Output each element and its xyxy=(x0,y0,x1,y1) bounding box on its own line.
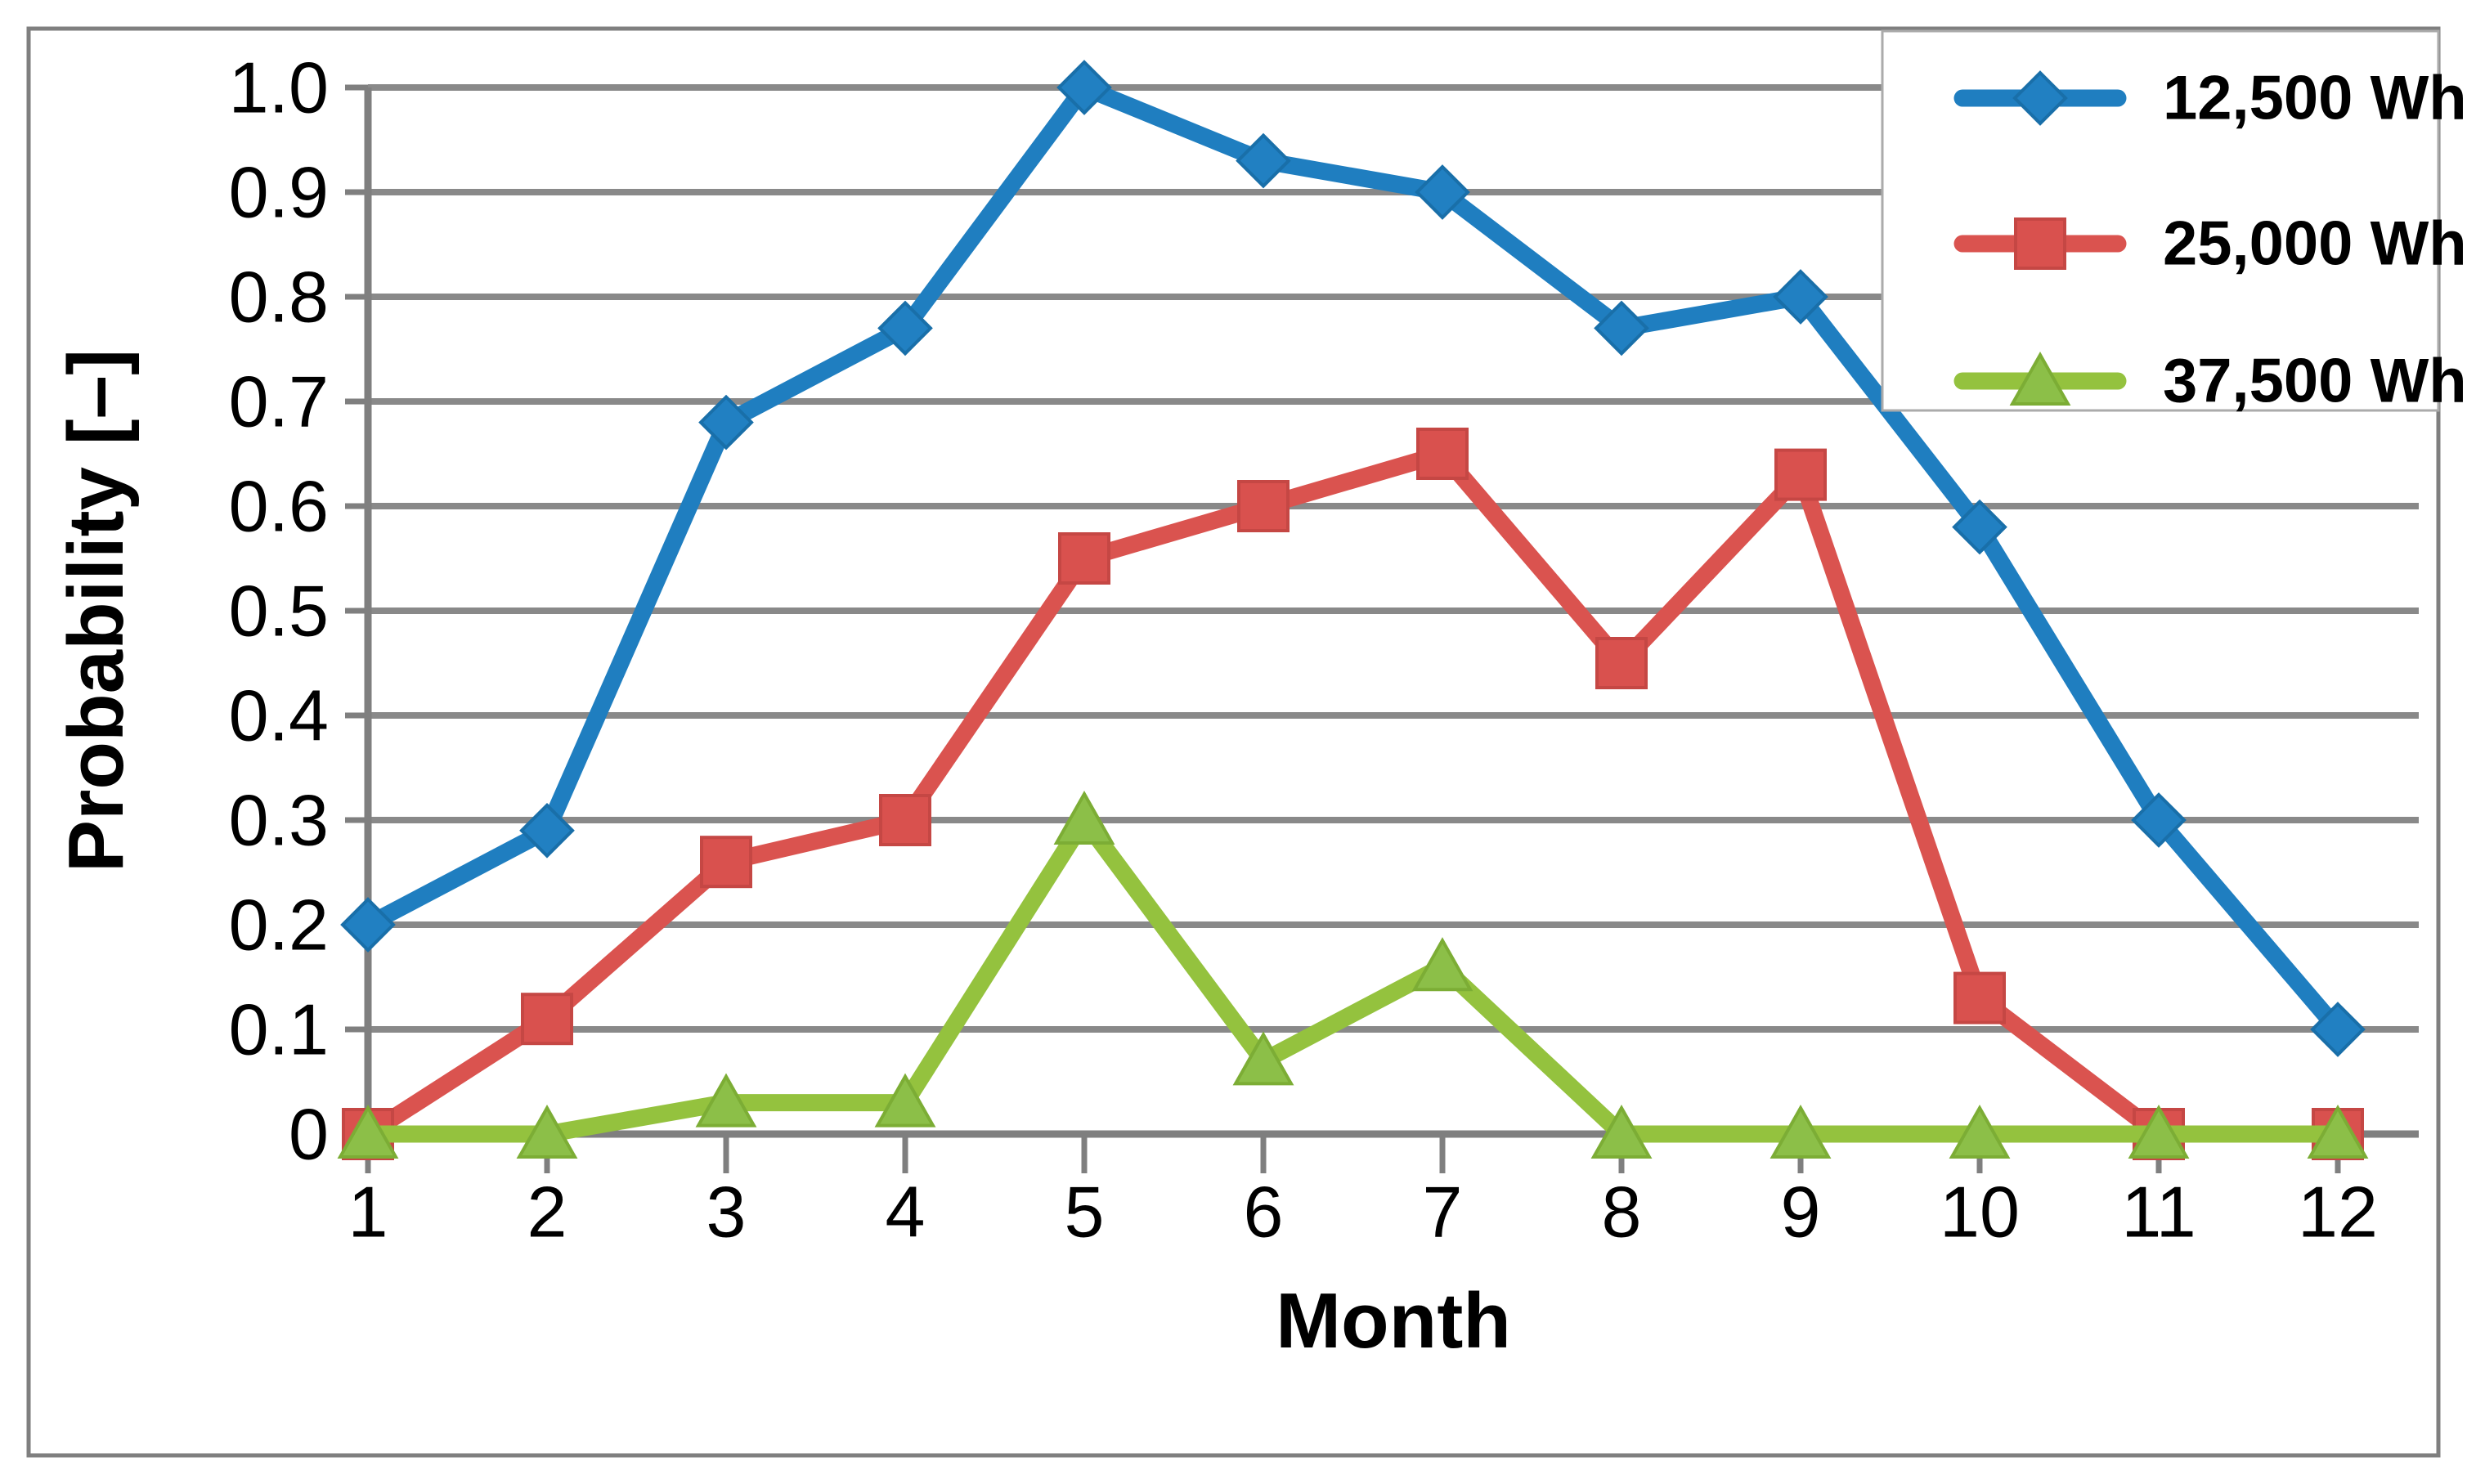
legend-item-25-000-wh: 25,000 Wh xyxy=(1953,209,2467,279)
series-37-500-wh-triangle-marker xyxy=(2307,1104,2369,1159)
x-tick-label: 6 xyxy=(1244,1172,1284,1253)
x-tick-label: 2 xyxy=(527,1172,567,1253)
series-25-000-wh-square-marker xyxy=(1416,428,1469,480)
series-25-000-wh-line xyxy=(359,445,2347,1143)
series-37-500-wh-triangle-marker xyxy=(1411,937,1473,992)
series-12-500-wh-diamond-marker xyxy=(1415,164,1470,220)
series-37-500-wh-triangle-marker xyxy=(1770,1104,1832,1159)
series-12-500-wh-diamond-marker xyxy=(1056,60,1112,115)
legend-item-37-500-wh: 37,500 Wh xyxy=(1953,347,2467,416)
series-25-000-wh-square-marker xyxy=(1774,448,1827,501)
series-12-500-wh-diamond-marker xyxy=(1773,269,1828,325)
y-tick-label: 0 xyxy=(289,1094,329,1175)
axis-tick-labels: 00.10.20.30.40.50.60.70.80.91.01 2 3 4 5 6 7 8 9… xyxy=(229,47,2378,1253)
series-37-500-wh-triangle-marker xyxy=(1053,790,1115,845)
series-37-500-wh-triangle-marker xyxy=(2128,1104,2190,1159)
legend: 12,500 Wh 25,000 Wh 37,500 Wh xyxy=(1881,29,2467,416)
x-axis-title: Month xyxy=(1276,1277,1511,1365)
y-tick-label: 0.9 xyxy=(229,152,329,233)
x-tick-label: 9 xyxy=(1781,1172,1821,1253)
series-37-500-wh-triangle-marker xyxy=(1232,1031,1294,1086)
series-25-000-wh-square-marker xyxy=(1058,532,1110,585)
legend-item-25-000-wh-square-marker xyxy=(2014,217,2066,270)
legend-item-12-500-wh: 12,500 Wh xyxy=(1953,64,2467,133)
series-12-500-wh-diamond-marker xyxy=(1594,300,1649,356)
series-37-500-wh-triangle-marker xyxy=(874,1073,936,1128)
series-37-500-wh-triangle-marker xyxy=(695,1073,757,1128)
series-25-000-wh-square-marker xyxy=(700,836,752,889)
x-tick-label: 5 xyxy=(1065,1172,1105,1253)
x-tick-label: 3 xyxy=(706,1172,747,1253)
series-37-500-wh-triangle-marker xyxy=(1949,1104,2011,1159)
y-tick-label: 0.1 xyxy=(229,989,329,1070)
series-37-500-wh-triangle-marker xyxy=(337,1104,399,1159)
y-tick-label: 0.8 xyxy=(229,257,329,338)
x-tick-label: 8 xyxy=(1602,1172,1642,1253)
series-12-500-wh-diamond-marker xyxy=(698,394,754,451)
series-25-000-wh-square-marker xyxy=(1237,480,1290,532)
series-12-500-wh xyxy=(340,60,2366,1057)
legend-item-25-000-wh-label: 25,000 Wh xyxy=(2163,209,2467,279)
series-12-500-wh-diamond-marker xyxy=(1236,132,1291,189)
series-25-000-wh-square-marker xyxy=(521,993,573,1046)
y-tick-label: 0.5 xyxy=(229,571,329,652)
x-tick-label: 7 xyxy=(1423,1172,1463,1253)
y-tick-label: 1.0 xyxy=(229,47,329,128)
series-12-500-wh-diamond-marker xyxy=(340,897,396,953)
x-tick-label: 4 xyxy=(886,1172,926,1253)
series-25-000-wh-square-marker xyxy=(879,794,931,846)
y-tick-label: 0.6 xyxy=(229,466,329,547)
legend-item-12-500-wh-diamond-marker xyxy=(2012,70,2068,126)
series-12-500-wh-diamond-marker xyxy=(1952,499,2007,555)
series-25-000-wh-square-marker xyxy=(1595,637,1648,689)
series-12-500-wh-line xyxy=(359,78,2347,1038)
series-37-500-wh-triangle-marker xyxy=(1590,1104,1653,1159)
legend-item-37-500-wh-triangle-marker xyxy=(2009,351,2071,406)
x-tick-label: 10 xyxy=(1940,1172,2020,1253)
y-tick-label: 0.3 xyxy=(229,780,329,861)
series-12-500-wh-diamond-marker xyxy=(519,802,575,859)
legend-item-37-500-wh-label: 37,500 Wh xyxy=(2163,347,2467,416)
series-12-500-wh-diamond-marker xyxy=(877,300,933,356)
series-37-500-wh-line xyxy=(359,811,2347,1143)
series-37-500-wh xyxy=(337,790,2369,1159)
series-12-500-wh-diamond-marker xyxy=(2131,792,2187,848)
series-25-000-wh-square-marker xyxy=(1953,971,2006,1024)
series-37-500-wh-triangle-marker xyxy=(516,1104,578,1159)
x-tick-label: 1 xyxy=(348,1172,388,1253)
legend-item-12-500-wh-label: 12,500 Wh xyxy=(2163,64,2467,133)
y-tick-label: 0.4 xyxy=(229,675,329,756)
y-tick-label: 0.2 xyxy=(229,885,329,966)
series-12-500-wh-diamond-marker xyxy=(2310,1002,2366,1057)
y-axis-title: Probability [–] xyxy=(52,349,140,872)
x-tick-label: 12 xyxy=(2298,1172,2378,1253)
plot-series xyxy=(337,60,2369,1160)
x-tick-label: 11 xyxy=(2121,1172,2196,1253)
y-tick-label: 0.7 xyxy=(229,361,329,442)
